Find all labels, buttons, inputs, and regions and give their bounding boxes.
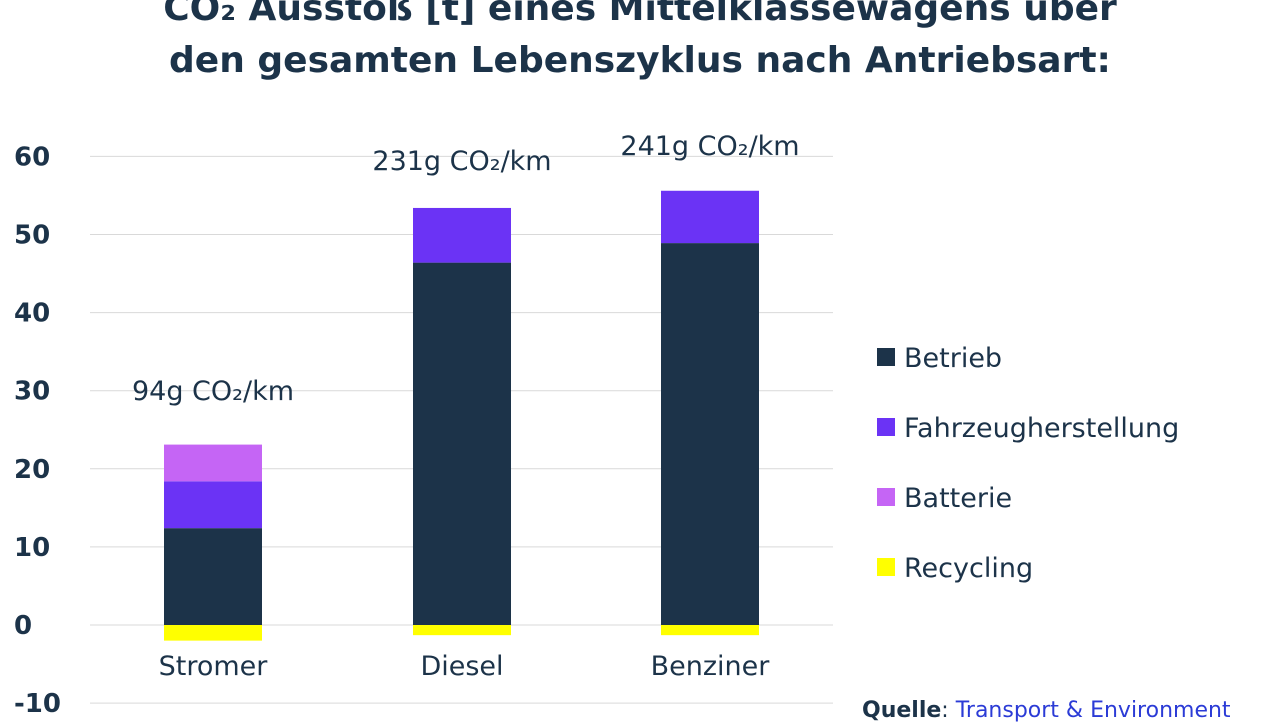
chart-title-line-1: CO₂ Ausstoß [t] eines Mittelklassewagens… <box>163 0 1117 29</box>
bar-benziner-recycling <box>661 625 759 636</box>
bar-diesel-betrieb <box>413 262 511 625</box>
y-tick-label-4: 20 <box>14 455 50 485</box>
bar-benziner-fahrzeugherstellung <box>661 190 759 244</box>
source-separator: : <box>941 698 956 723</box>
y-tick-label-5: 10 <box>14 533 50 563</box>
x-tick-label-2: Benziner <box>651 651 771 682</box>
x-tick-label-0: Stromer <box>159 651 269 682</box>
legend-label-1: Fahrzeugherstellung <box>904 413 1179 444</box>
legend: Betrieb Fahrzeugherstellung Batterie Recycl… <box>877 343 1179 584</box>
bar-stromer-fahrzeugherstellung <box>164 481 262 529</box>
bar-stromer-recycling <box>164 625 262 641</box>
annotation-2: 241g CO₂/km <box>620 131 799 162</box>
bar-diesel-fahrzeugherstellung <box>413 207 511 263</box>
chart-title: CO₂ Ausstoß [t] eines Mittelklassewagens… <box>163 0 1117 81</box>
y-tick-label-6: 0 <box>14 611 32 641</box>
x-axis-ticks: Stromer Diesel Benziner <box>159 651 771 682</box>
y-tick-label-7: -10 <box>14 689 61 719</box>
legend-swatch-3 <box>877 558 895 576</box>
legend-swatch-1 <box>877 418 895 436</box>
x-tick-label-1: Diesel <box>420 651 503 682</box>
chart-title-line-2: den gesamten Lebenszyklus nach Antriebsa… <box>169 40 1111 81</box>
y-tick-label-0: 60 <box>14 142 50 172</box>
annotation-1: 231g CO₂/km <box>372 146 551 177</box>
y-tick-label-3: 30 <box>14 377 50 407</box>
y-axis-ticks: 60 50 40 30 20 10 0 -10 <box>14 142 61 719</box>
bar-annotations: 94g CO₂/km 231g CO₂/km 241g CO₂/km <box>132 131 800 407</box>
bars <box>164 190 759 641</box>
bar-stromer-batterie <box>164 444 262 482</box>
legend-label-2: Batterie <box>904 483 1012 514</box>
y-tick-label-1: 50 <box>14 221 50 251</box>
bar-benziner-betrieb <box>661 243 759 625</box>
source-note: Quelle: Transport & Environment <box>862 698 1231 723</box>
bar-diesel-recycling <box>413 625 511 636</box>
legend-swatch-2 <box>877 488 895 506</box>
legend-label-0: Betrieb <box>904 343 1002 374</box>
source-link[interactable]: Transport & Environment <box>955 698 1231 723</box>
source-label: Quelle <box>862 698 942 723</box>
legend-swatch-0 <box>877 348 895 366</box>
y-tick-label-2: 40 <box>14 299 50 329</box>
annotation-0: 94g CO₂/km <box>132 376 294 407</box>
legend-label-3: Recycling <box>904 553 1033 584</box>
bar-stromer-betrieb <box>164 528 262 625</box>
